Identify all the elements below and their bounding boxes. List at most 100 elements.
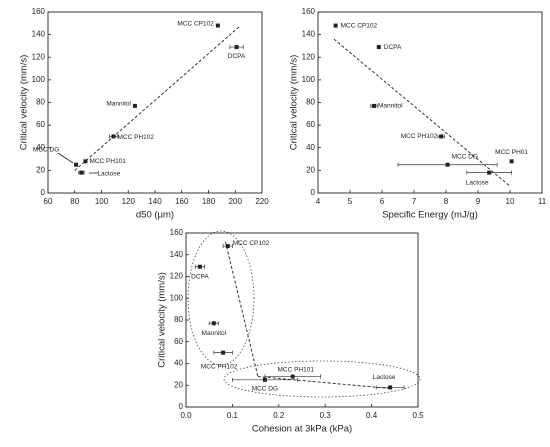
x-tick-label: 200 [229,197,243,206]
y-tick-label: 100 [302,75,316,84]
point-label: DCPA [191,273,209,280]
point-label: MCC PH102 [201,363,238,370]
x-tick-label: 0.0 [180,411,192,420]
data-point [509,159,514,164]
y-tick-label: 160 [32,7,46,16]
group-ellipse [187,230,255,366]
y-axis-title: Critical velocity (mm/s) [157,272,168,368]
y-tick-label: 140 [32,30,46,39]
data-point [376,45,381,50]
y-tick-label: 20 [306,165,315,174]
point-label: MCC DG [252,386,278,393]
data-point [197,264,202,269]
y-tick-label: 0 [311,188,316,197]
point-label: MCC CP102 [341,22,378,29]
point-label: DCPA [384,44,402,51]
y-tick-label: 0 [179,402,184,411]
x-tick-label: 0.4 [366,411,378,420]
y-tick-label: 0 [41,188,46,197]
x-tick-label: 60 [44,197,53,206]
data-point [439,134,444,139]
annotation-arrow [57,152,74,164]
y-tick-label: 20 [174,380,183,389]
x-tick-label: 4 [316,197,321,206]
trend-line [225,241,259,377]
data-point [225,244,230,249]
x-axis-title: Specific Energy (mJ/g) [382,210,478,221]
y-tick-label: 40 [36,143,45,152]
y-tick-label: 140 [302,30,316,39]
x-tick-label: 7 [412,197,417,206]
x-tick-label: 8 [444,197,449,206]
data-point [79,170,84,175]
point-label: MCC CP102 [177,20,214,27]
trend-line [333,38,511,187]
x-tick-label: 0.2 [273,411,285,420]
x-tick-label: 9 [476,197,481,206]
data-point [215,23,220,28]
data-point [83,159,88,164]
y-tick-label: 100 [32,75,46,84]
x-tick-label: 10 [506,197,515,206]
point-label: MCC PH101 [89,158,126,165]
y-tick-label: 80 [306,98,315,107]
data-point [111,134,116,139]
x-axis-title: d50 (μm) [136,210,174,221]
y-tick-label: 100 [170,293,184,302]
point-label: MCC DG [33,146,59,153]
x-tick-label: 160 [175,197,189,206]
y-tick-label: 40 [174,359,183,368]
point-label: MCC PH01 [495,149,528,156]
data-point [234,45,239,50]
data-point [221,350,226,355]
x-axis-title: Cohesion at 3kPa (kPa) [252,424,352,435]
point-label: DCPA [228,53,246,60]
y-tick-label: 60 [36,120,45,129]
y-tick-label: 60 [174,337,183,346]
x-tick-label: 0.1 [227,411,239,420]
y-tick-label: 60 [306,120,315,129]
point-label: Mannitol [106,101,131,108]
point-label: Lactose [373,374,396,381]
plot-frame [317,11,543,194]
data-point [388,385,393,390]
x-tick-label: 11 [538,197,547,206]
x-tick-label: 100 [95,197,109,206]
point-label: Lactose [466,179,489,186]
point-label: MCC CP102 [233,240,270,247]
y-tick-label: 80 [36,98,45,107]
x-tick-label: 5 [348,197,353,206]
x-tick-label: 180 [202,197,216,206]
x-tick-label: 140 [148,197,162,206]
point-label: MCC PH101 [277,366,314,373]
x-tick-label: 0.5 [412,411,424,420]
y-tick-label: 20 [36,165,45,174]
point-label: Lactose [97,170,120,177]
point-label: MCC PH102 [118,134,155,141]
point-label: Mannitol [202,330,227,337]
data-point [290,374,295,379]
x-tick-label: 80 [70,197,79,206]
point-label: MCC DG [452,153,478,160]
point-label: Mannitol [378,103,403,110]
data-point [132,103,137,108]
data-point [211,321,216,326]
y-tick-label: 80 [174,315,183,324]
x-tick-label: 0.3 [320,411,332,420]
point-label: MCC PH102 [401,133,438,140]
y-tick-label: 120 [302,52,316,61]
y-tick-label: 40 [306,143,315,152]
trend-line [257,376,391,389]
x-tick-label: 220 [255,197,269,206]
data-point [487,170,492,175]
data-point [74,162,79,167]
data-point [262,377,267,382]
y-tick-label: 140 [170,250,184,259]
y-axis-title: Critical velocity (mm/s) [289,55,300,151]
x-tick-label: 6 [380,197,385,206]
y-tick-label: 120 [170,272,184,281]
data-point [372,103,376,108]
y-tick-label: 160 [302,7,316,16]
y-axis-title: Critical velocity (mm/s) [19,55,30,151]
